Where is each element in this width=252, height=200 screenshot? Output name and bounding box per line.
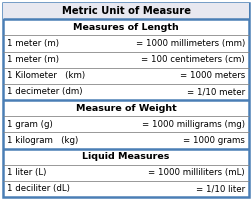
Text: = 1000 millimeters (mm): = 1000 millimeters (mm) (136, 39, 245, 48)
Text: Measures of Length: Measures of Length (73, 23, 179, 32)
Text: = 1000 milligrams (mg): = 1000 milligrams (mg) (142, 120, 245, 129)
Text: = 1000 meters: = 1000 meters (180, 71, 245, 80)
Text: 1 meter (m): 1 meter (m) (7, 39, 59, 48)
Text: 1 Kilometer   (km): 1 Kilometer (km) (7, 71, 85, 80)
Text: = 100 centimeters (cm): = 100 centimeters (cm) (141, 55, 245, 64)
Text: Metric Unit of Measure: Metric Unit of Measure (61, 6, 191, 16)
Text: 1 kilogram   (kg): 1 kilogram (kg) (7, 136, 78, 145)
Text: 1 gram (g): 1 gram (g) (7, 120, 53, 129)
Text: Liquid Measures: Liquid Measures (82, 152, 170, 161)
Text: 1 deciliter (dL): 1 deciliter (dL) (7, 184, 70, 193)
Bar (3, 3, 249, 19)
Text: 1 meter (m): 1 meter (m) (7, 55, 59, 64)
Text: = 1/10 liter: = 1/10 liter (196, 184, 245, 193)
Text: = 1000 milliliters (mL): = 1000 milliliters (mL) (148, 168, 245, 177)
Text: Measure of Weight: Measure of Weight (76, 104, 176, 113)
Text: 1 liter (L): 1 liter (L) (7, 168, 46, 177)
Text: = 1000 grams: = 1000 grams (183, 136, 245, 145)
Text: 1 decimeter (dm): 1 decimeter (dm) (7, 87, 82, 96)
Text: = 1/10 meter: = 1/10 meter (187, 87, 245, 96)
